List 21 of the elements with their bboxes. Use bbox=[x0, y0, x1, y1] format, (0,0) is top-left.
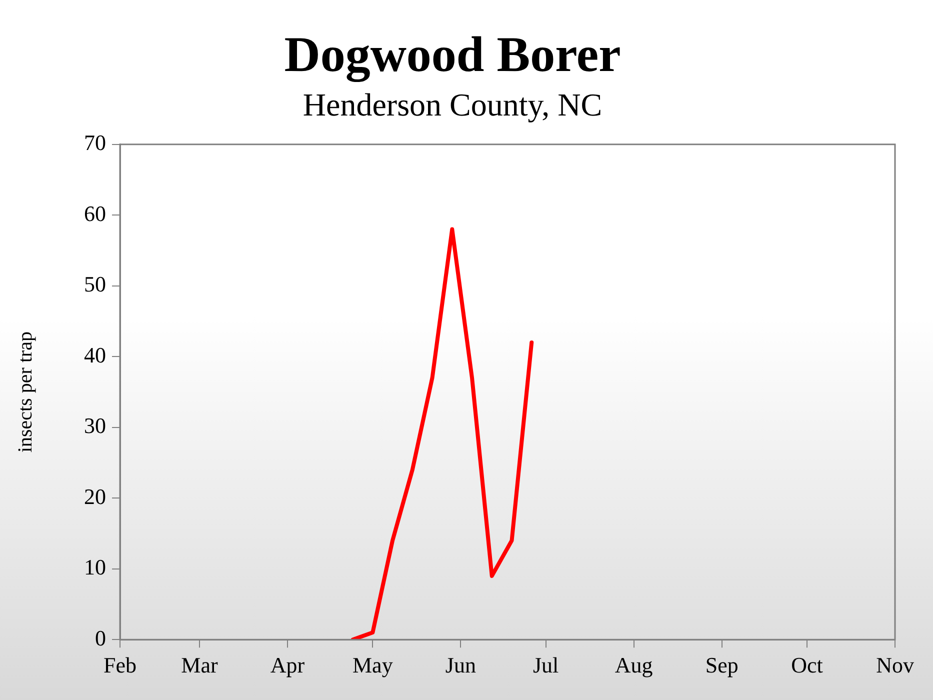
x-tick-label: Jul bbox=[532, 652, 559, 678]
x-tick-label: Aug bbox=[614, 652, 653, 678]
y-axis-title: insects per trap bbox=[14, 331, 36, 453]
x-tick-label: Apr bbox=[270, 652, 306, 678]
y-tick-label: 0 bbox=[95, 625, 106, 650]
y-tick-label: 60 bbox=[84, 200, 106, 226]
x-tick-label: Jun bbox=[445, 652, 476, 678]
x-tick-label: Mar bbox=[181, 652, 218, 678]
y-tick-label: 40 bbox=[84, 342, 106, 368]
x-tick-label: Feb bbox=[104, 652, 136, 678]
x-tick-label: Oct bbox=[791, 652, 823, 678]
chart-title: Dogwood Borer bbox=[284, 26, 621, 83]
y-tick-label: 50 bbox=[84, 272, 106, 297]
y-tick-label: 70 bbox=[84, 130, 106, 156]
y-tick-label: 30 bbox=[84, 413, 106, 438]
chart-subtitle: Henderson County, NC bbox=[302, 86, 602, 123]
y-tick-label: 20 bbox=[84, 484, 106, 509]
x-tick-label: Nov bbox=[876, 652, 914, 678]
x-tick-label: Sep bbox=[705, 652, 738, 678]
y-tick-label: 10 bbox=[84, 554, 106, 580]
x-tick-label: May bbox=[352, 652, 393, 678]
